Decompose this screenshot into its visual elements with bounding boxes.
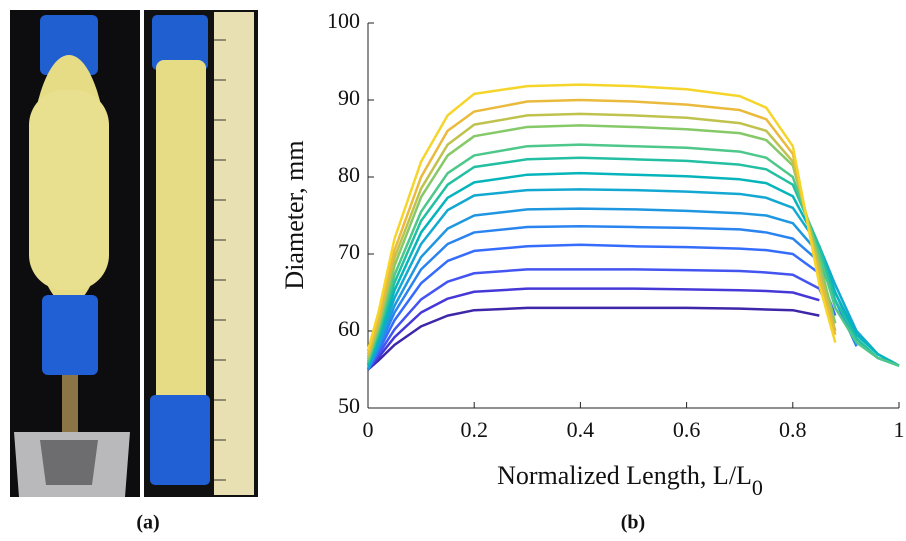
- data-line: [366, 112, 837, 358]
- data-line: [367, 306, 820, 371]
- y-axis-label: Diameter, mm: [280, 140, 309, 289]
- x-tick-label: 0.2: [460, 417, 488, 442]
- data-line: [366, 143, 900, 367]
- caption: (a): [136, 512, 159, 534]
- y-tick-label: 50: [338, 393, 360, 418]
- data-line: [366, 225, 858, 371]
- photo: [10, 10, 258, 497]
- x-tick-label: 1: [894, 417, 905, 442]
- data-line: [366, 156, 900, 367]
- x-tick-label: 0.6: [673, 417, 701, 442]
- y-tick-label: 60: [338, 316, 360, 341]
- x-tick-label: 0.8: [779, 417, 807, 442]
- x-axis-label: Normalized Length, L/L0: [497, 461, 763, 500]
- data-line: [366, 188, 900, 369]
- data-line: [366, 268, 837, 371]
- y-tick-label: 100: [327, 8, 360, 33]
- x-tick-label: 0.4: [567, 417, 595, 442]
- caption: (b): [621, 512, 645, 534]
- data-line: [366, 83, 837, 351]
- data-line: [366, 171, 900, 367]
- x-axis-label-subscript: 0: [752, 475, 763, 500]
- y-tick-label: 70: [338, 239, 360, 264]
- data-line: [366, 98, 837, 355]
- x-tick-label: 0: [363, 417, 374, 442]
- data-line: [366, 124, 837, 360]
- x-axis-label-text: Normalized Length, L/L: [497, 461, 752, 490]
- y-tick-label: 80: [338, 162, 360, 187]
- data-line: [366, 243, 837, 371]
- data-line: [367, 287, 820, 371]
- y-tick-label: 90: [338, 85, 360, 110]
